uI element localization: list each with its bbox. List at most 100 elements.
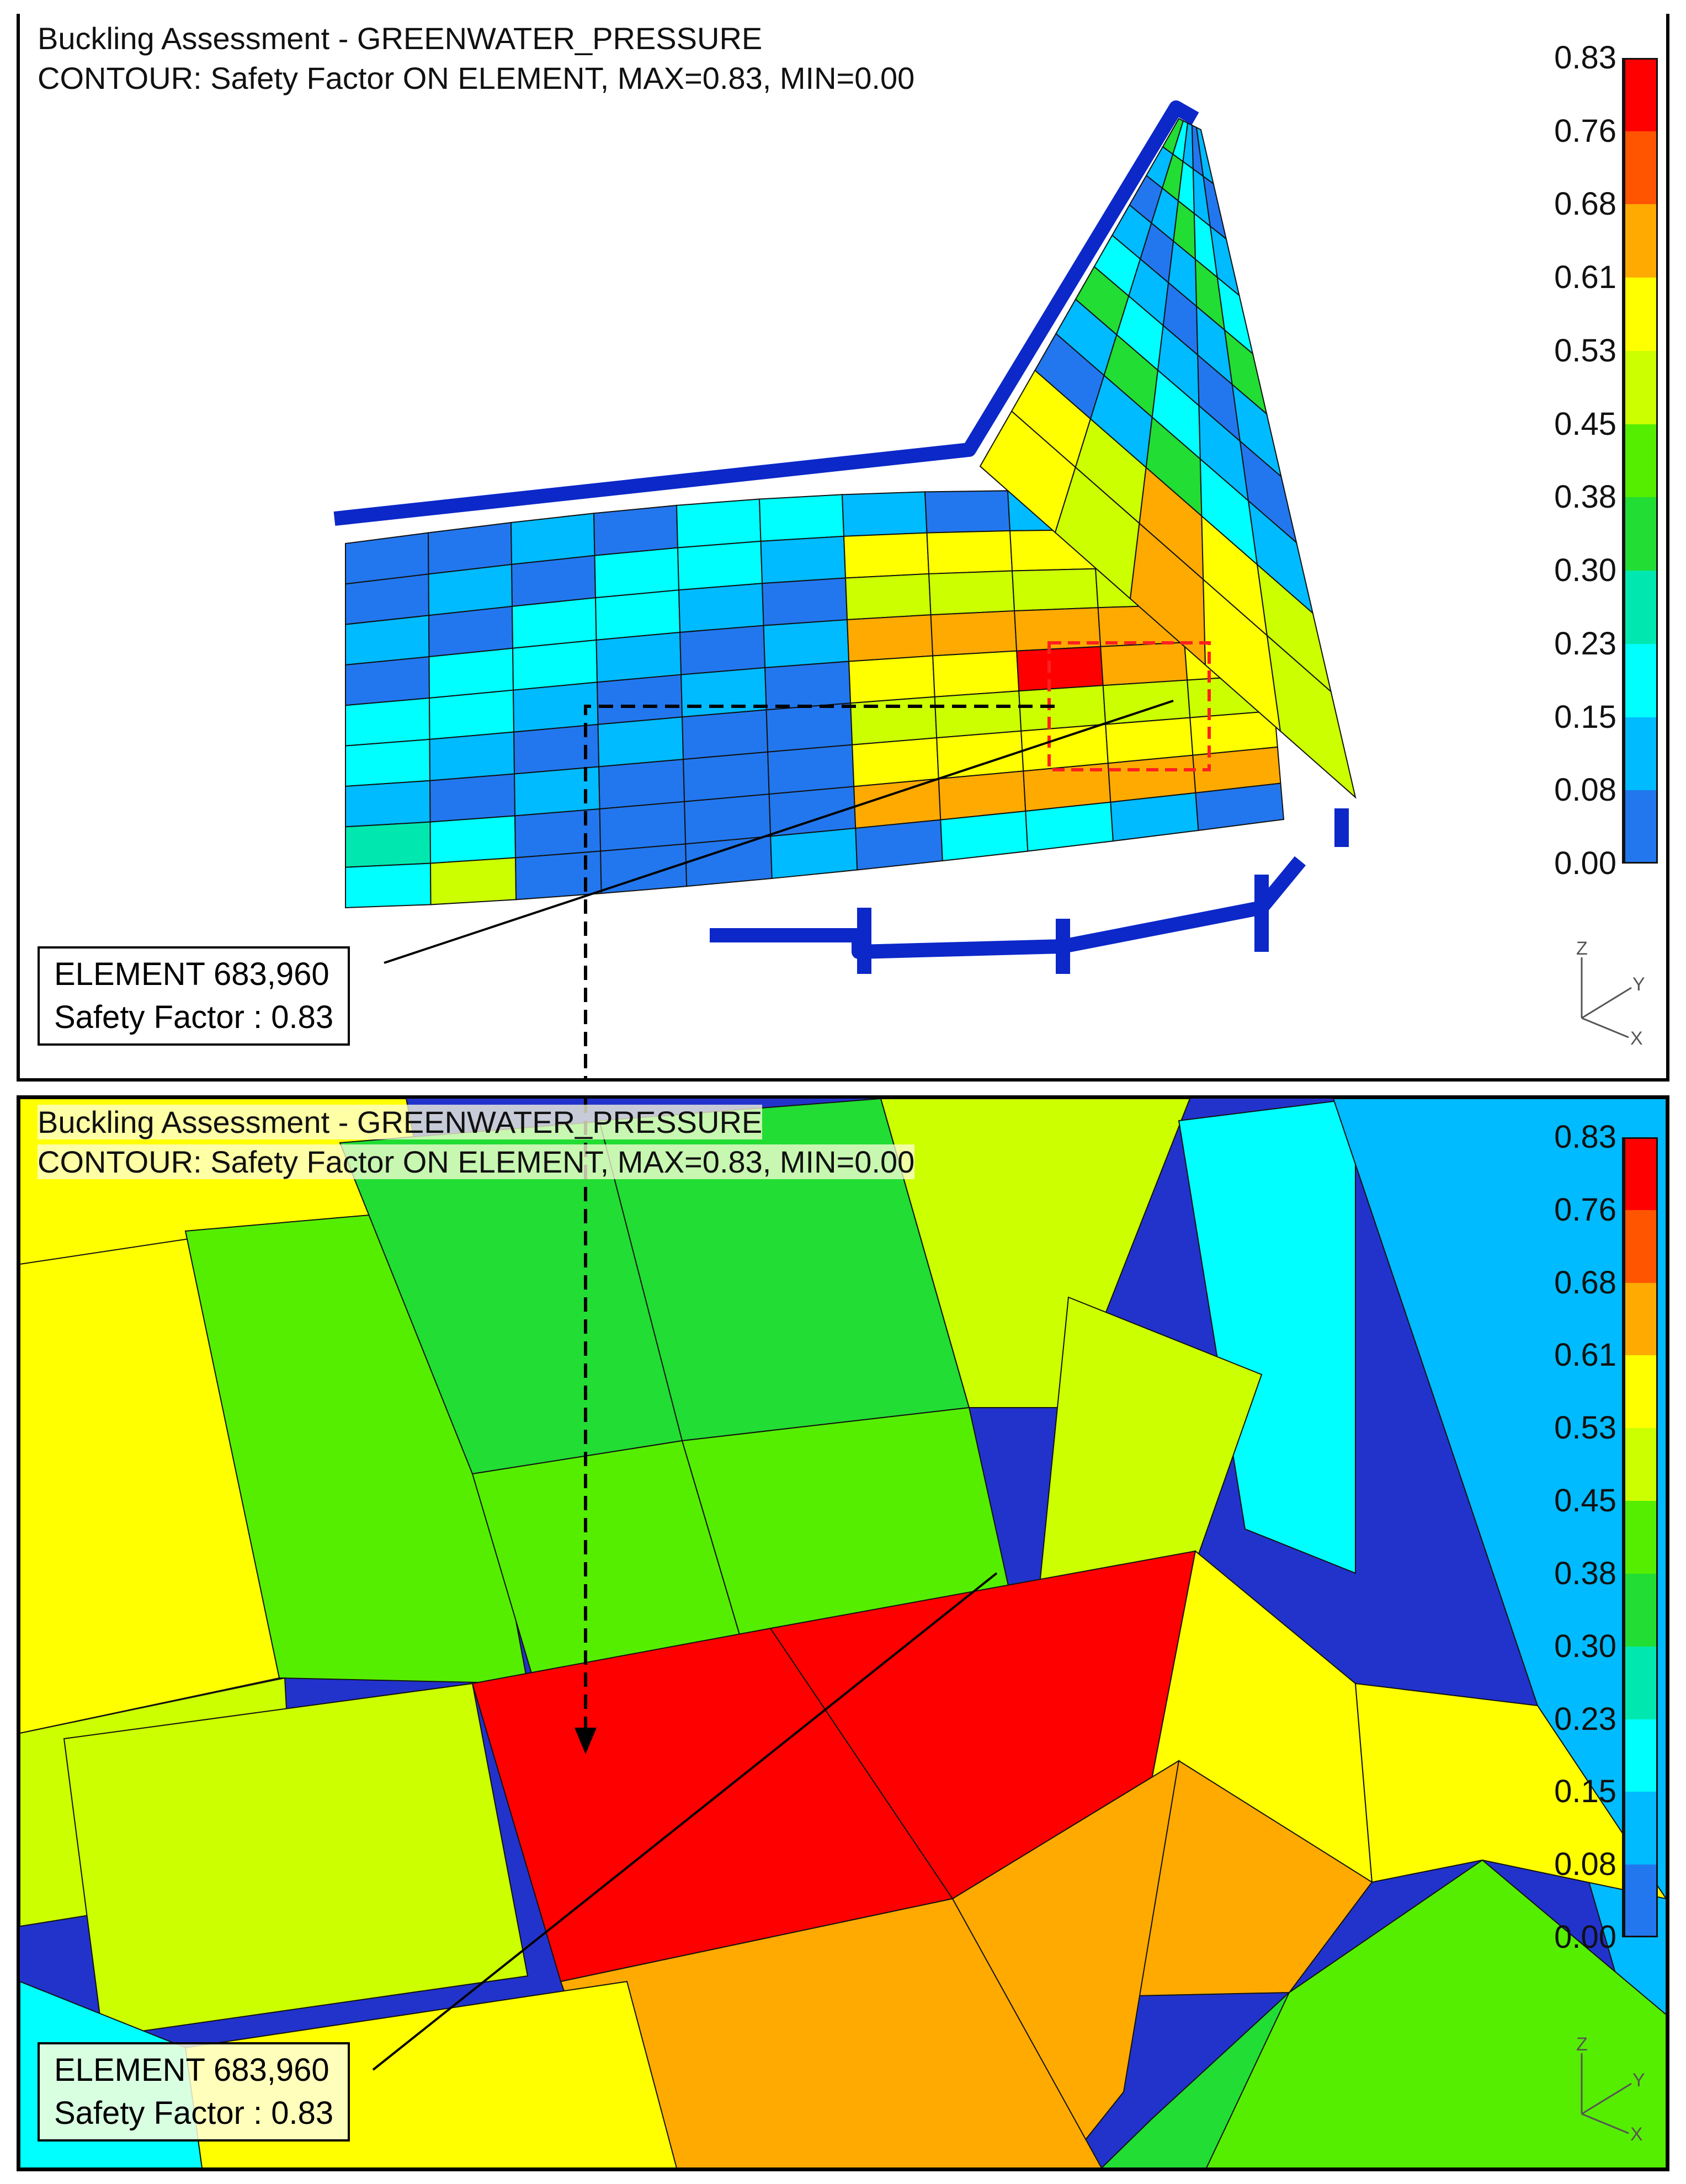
- mesh-element: [345, 697, 430, 747]
- legend-tick-label: 0.76: [1554, 113, 1616, 149]
- axis-y-label: Y: [1632, 974, 1645, 995]
- mesh-element: [924, 490, 1011, 534]
- legend-tick-label: 0.61: [1554, 1337, 1616, 1373]
- legend-swatch: [1622, 204, 1658, 278]
- mesh-element: [63, 1682, 529, 2038]
- mesh-element: [593, 504, 679, 556]
- mesh-element: [599, 801, 687, 852]
- overview-mesh-view: [333, 100, 1357, 1078]
- mesh-element: [345, 862, 432, 909]
- legend-tick-label: 0.68: [1554, 186, 1616, 222]
- legend-tick-label: 0.00: [1554, 845, 1616, 881]
- arrow-head-icon: [575, 1728, 597, 1754]
- legend-tick-label: 0.83: [1554, 40, 1616, 76]
- zoomed-color-legend: 0.83 0.76 0.68 0.61 0.53 0.45 0.38 0.30 0.23 0.15…: [1554, 1121, 1658, 1954]
- legend-frame: [1624, 58, 1658, 864]
- mesh-element: [429, 731, 515, 781]
- mesh-element: [764, 660, 852, 711]
- mesh-element: [770, 827, 858, 880]
- axis-triad-icon: Z Y X: [1576, 938, 1645, 1046]
- zoom-connector-line: [584, 705, 1055, 1078]
- zoomed-element-leader-line: [372, 1572, 998, 2071]
- legend-tick-label: 0.08: [1554, 772, 1616, 808]
- mesh-element: [1195, 782, 1285, 832]
- legend-tick-label: 0.38: [1554, 479, 1616, 515]
- legend-swatch: [1622, 1210, 1658, 1283]
- mesh-element: [763, 619, 850, 669]
- mesh-element: [762, 577, 848, 626]
- mesh-element: [429, 689, 515, 741]
- legend-swatch: [1622, 790, 1658, 864]
- legend-swatch: [1622, 1282, 1658, 1356]
- mesh-element: [767, 744, 855, 795]
- mesh-element: [430, 857, 517, 905]
- mesh-element: [514, 808, 602, 859]
- mesh-element: [1100, 1992, 1290, 2168]
- mesh-element: [843, 532, 930, 579]
- mesh-element: [597, 674, 683, 725]
- overview-element-id: ELEMENT 683,960: [54, 956, 329, 992]
- legend-swatch: [1622, 497, 1658, 571]
- legend-swatch: [1622, 1355, 1658, 1429]
- legend-swatch: [1622, 1428, 1658, 1501]
- legend-swatch: [1622, 571, 1658, 644]
- mesh-element: [845, 573, 932, 621]
- mesh-element: [1195, 126, 1215, 185]
- zoomed-mesh-elements: [20, 1099, 1666, 2168]
- mesh-element: [848, 655, 935, 704]
- legend-tick-label: 0.45: [1554, 1483, 1616, 1519]
- overview-title-line2: CONTOUR: Safety Factor ON ELEMENT, MAX=0…: [38, 61, 915, 95]
- mesh-element: [934, 690, 1022, 739]
- legend-tick-label: 0.15: [1554, 1773, 1616, 1810]
- legend-tick-label: 0.61: [1554, 259, 1616, 296]
- legend-tick-label: 0.53: [1554, 332, 1616, 369]
- overview-title-line1: Buckling Assessment - GREENWATER_PRESSUR…: [38, 21, 763, 56]
- legend-tick-label: 0.83: [1554, 1119, 1616, 1155]
- mesh-element: [1012, 568, 1099, 612]
- mesh-element: [683, 751, 770, 802]
- axis-x-label: X: [1630, 1028, 1643, 1046]
- zoomed-title-line2: CONTOUR: Safety Factor ON ELEMENT, MAX=0…: [38, 1144, 915, 1179]
- mesh-element: [1332, 1099, 1666, 2148]
- legend-swatch: [1622, 424, 1658, 498]
- zoomed-element-label: ELEMENT 683,960 Safety Factor : 0.83: [38, 2042, 350, 2142]
- mesh-element: [594, 547, 680, 599]
- legend-tick-label: 0.23: [1554, 1701, 1616, 1737]
- mesh-element: [760, 535, 847, 584]
- legend-tick-label: 0.15: [1554, 699, 1616, 735]
- legend-swatch: [1622, 1573, 1658, 1647]
- zoomed-axis-x-label: X: [1630, 2124, 1643, 2142]
- legend-tick-label: 0.30: [1554, 1628, 1616, 1664]
- mesh-element: [677, 540, 763, 591]
- legend-swatch: [1622, 1137, 1658, 1210]
- legend-tick-label: 0.08: [1554, 1846, 1616, 1883]
- mesh-element: [680, 667, 767, 718]
- structure-beams: [333, 100, 1349, 974]
- element-leader-line: [384, 700, 1174, 964]
- legend-swatch: [1622, 350, 1658, 424]
- mesh-element: [512, 639, 598, 691]
- legend-swatch: [1622, 1719, 1658, 1792]
- mesh-element: [428, 647, 514, 699]
- zoomed-safety-factor: Safety Factor : 0.83: [54, 2095, 334, 2131]
- mesh-element: [765, 702, 853, 753]
- mesh-element: [1016, 646, 1104, 692]
- zoomed-title-line1: Buckling Assessment - GREENWATER_PRESSUR…: [38, 1105, 763, 1139]
- mesh-element: [847, 614, 934, 662]
- mesh-element: [841, 491, 928, 537]
- legend-swatch: [1622, 1865, 1658, 1937]
- legend-swatch: [1622, 131, 1658, 205]
- overview-panel: Buckling Assessment - GREENWATER_PRESSUR…: [17, 14, 1669, 1082]
- mesh-element: [345, 821, 432, 868]
- mesh-element: [1025, 801, 1114, 852]
- legend-swatch: [1622, 278, 1658, 351]
- legend-swatch: [1622, 717, 1658, 791]
- legend-tick-label: 0.38: [1554, 1555, 1616, 1591]
- overview-color-legend: 0.83 0.76 0.68 0.61 0.53 0.45 0.38 0.30 0.23 0.15…: [1554, 41, 1658, 880]
- mesh-element: [1100, 642, 1188, 686]
- mesh-element: [597, 716, 684, 768]
- zoomed-axis-z-label: Z: [1576, 2034, 1588, 2055]
- mesh-element: [595, 631, 682, 683]
- zoomed-element-id: ELEMENT 683,960: [54, 2052, 329, 2088]
- mesh-element: [926, 530, 1013, 574]
